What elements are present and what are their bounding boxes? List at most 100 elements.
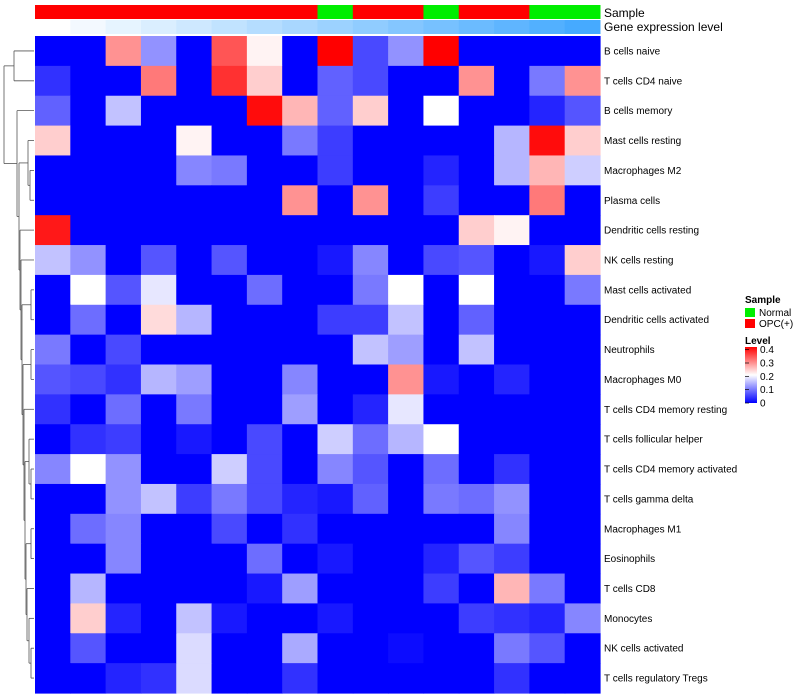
heatmap-cell [105,454,142,485]
heatmap-cell [70,215,107,246]
heatmap-cell [140,424,177,455]
heatmap-cell [317,215,354,246]
heatmap-cell [529,65,566,97]
heatmap-cell [564,65,601,97]
heatmap-cell [140,185,177,216]
heatmap-cell [564,394,601,425]
heatmap-cell [494,304,530,336]
heatmap-cell [317,454,354,485]
heatmap-cell [423,304,460,336]
heatmap-cell [352,125,389,157]
heatmap-cell [564,483,601,515]
heatmap-cell [458,304,495,336]
heatmap-cell [564,185,601,216]
row-label: Dendritic cells resting [604,226,699,237]
heatmap-cell [246,424,283,455]
heatmap-cell [70,245,107,276]
sample-annotation-cell [70,5,107,19]
heatmap-cell [423,543,460,575]
heatmap-cell [423,603,460,634]
heatmap-cell [388,603,425,634]
heatmap-cell [564,513,601,545]
heatmap-cell [494,65,530,97]
heatmap-cell [176,215,213,246]
heatmap-cell [140,215,177,246]
heatmap-cell [105,36,142,67]
heatmap-cell [35,513,71,545]
legend-swatch-normal [745,308,755,317]
heatmap-cell [423,245,460,276]
heatmap-cell [35,454,71,485]
heatmap-cell [176,454,213,485]
heatmap-cell [105,603,142,634]
level-annotation-cell [70,20,107,34]
heatmap-cell [211,245,248,276]
heatmap-cell [388,633,425,664]
heatmap-cell [388,573,425,605]
heatmap-cell [140,364,177,395]
heatmap-cell [494,125,530,157]
heatmap-cell [317,603,354,634]
heatmap-cell [564,364,601,395]
heatmap-cell [35,185,71,216]
heatmap-cell [423,65,460,97]
heatmap-cell [423,364,460,395]
heatmap-cell [70,125,107,157]
heatmap-cells [35,36,601,694]
legend-level-tick-label: 0.2 [760,372,774,383]
heatmap-cell [458,274,495,306]
heatmap-cell [317,95,354,127]
heatmap-cell [458,125,495,157]
heatmap-cell [246,573,283,605]
heatmap-cell [176,95,213,127]
heatmap-cell [35,334,71,366]
sample-annotation-cell [35,5,71,19]
heatmap-cell [564,334,601,366]
sample-annotation-cell [211,5,248,19]
heatmap-cell [105,364,142,395]
heatmap-cell [105,185,142,216]
heatmap-cell [458,215,495,246]
heatmap-cell [282,573,319,605]
heatmap-cell [352,454,389,485]
heatmap-cell [70,274,107,306]
heatmap-cell [423,424,460,455]
heatmap-cell [458,483,495,515]
legend-level-title: Level [745,336,771,347]
heatmap-cell [423,215,460,246]
heatmap-cell [246,304,283,336]
heatmap-cell [70,424,107,455]
heatmap-cell [211,125,248,157]
row-label: Eosinophils [604,554,655,565]
heatmap-cell [564,215,601,246]
heatmap-cell [317,633,354,664]
heatmap-cell [105,274,142,306]
heatmap-cell [282,633,319,664]
heatmap-cell [70,483,107,515]
heatmap-cell [564,304,601,336]
heatmap-cell [282,483,319,515]
heatmap-cell [423,155,460,186]
heatmap-cell [105,663,142,694]
heatmap-cell [246,603,283,634]
heatmap-cell [388,364,425,395]
heatmap-cell [246,95,283,127]
heatmap-cell [211,215,248,246]
heatmap-cell [282,364,319,395]
heatmap-cell [529,95,566,127]
heatmap-cell [246,185,283,216]
heatmap-cell [70,603,107,634]
heatmap-cell [352,394,389,425]
heatmap-cell [282,424,319,455]
heatmap-cell [423,274,460,306]
heatmap-cell [458,95,495,127]
heatmap-cell [176,394,213,425]
heatmap-cell [211,185,248,216]
heatmap-cell [246,125,283,157]
heatmap-cell [70,513,107,545]
legend-level-colorbar [745,347,757,403]
heatmap-cell [282,603,319,634]
heatmap-cell [176,364,213,395]
sample-annotation-cell [423,5,460,19]
heatmap-cell [105,125,142,157]
